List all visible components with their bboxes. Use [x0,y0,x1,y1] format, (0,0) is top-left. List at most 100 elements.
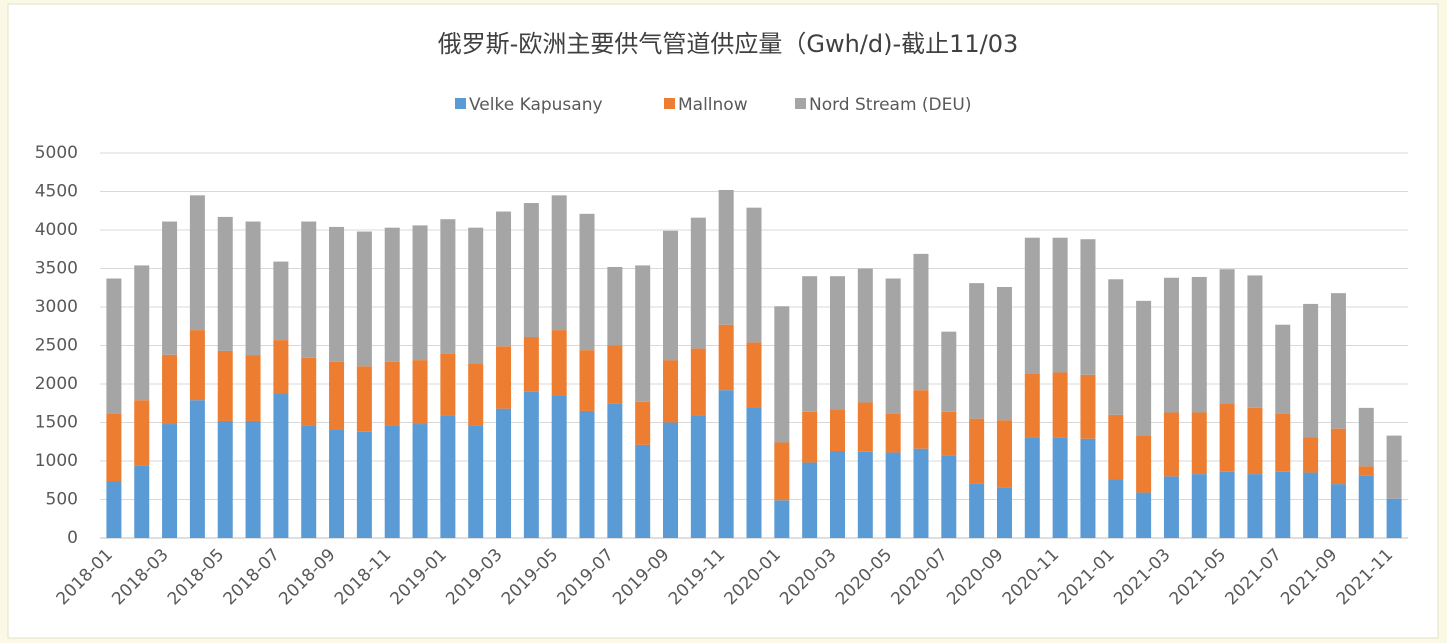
y-tick-label: 500 [46,490,78,510]
bar-segment [134,265,150,401]
y-tick-label: 5000 [35,143,78,163]
bar-segment [1080,438,1096,538]
bar-segment [440,415,456,538]
bar-segment [718,189,734,325]
bar-segment [913,253,929,391]
bar-segment [273,394,289,538]
bar-segment [635,444,651,538]
bar-segment [996,487,1012,538]
bar-segment [162,354,178,425]
bar-segment [1191,474,1207,538]
bar-segment [746,342,762,408]
bar-segment [356,231,372,367]
bar-segment [1247,275,1263,408]
bar-segment [969,283,985,419]
y-tick-label: 3500 [35,259,78,279]
bar-segment [217,216,233,351]
bar-segment [551,395,567,538]
bar-segment [468,227,484,364]
bar-segment [969,418,985,484]
bar-segment [1303,437,1319,473]
bar-segment [996,286,1012,421]
bar-segment [1080,239,1096,375]
bar-segment [829,450,845,538]
bar-segment [663,422,679,538]
bar-segment [690,415,706,538]
bar-segment [996,420,1012,488]
legend-swatch [455,98,466,109]
bar-segment [774,500,790,538]
bar-segment [551,195,567,331]
bar-segment [607,266,623,346]
bar-segment [913,390,929,449]
bar-segment [690,217,706,349]
y-tick-label: 1000 [35,451,78,471]
bar-segment [1108,279,1124,415]
bar-segment [329,226,345,362]
bar-segment [579,350,595,411]
bar-segment [718,324,734,391]
bar-segment [941,331,957,412]
bar-segment [774,442,790,501]
bar-segment [1330,428,1346,485]
bar-segment [1330,293,1346,429]
y-tick-label: 1500 [35,413,78,433]
bar-segment [885,413,901,453]
bar-segment [1080,374,1096,439]
bar-segment [1191,276,1207,413]
bar-segment [746,407,762,538]
bar-segment [496,211,512,347]
bar-segment [1108,479,1124,538]
bar-segment [1052,237,1068,373]
bar-segment [1108,414,1124,480]
bar-segment [1275,471,1291,538]
bar-segment [885,452,901,538]
bar-segment [635,401,651,445]
bar-segment [885,278,901,414]
legend-label: Velke Kapusany [469,95,603,115]
bar-segment [718,390,734,538]
bar-segment [969,483,985,538]
bar-segment [384,361,400,426]
bar-segment [1136,492,1152,538]
bar-segment [1303,472,1319,538]
legend-swatch [795,98,806,109]
bar-segment [1163,476,1179,538]
bar-segment [1191,412,1207,475]
bar-segment [913,448,929,538]
bar-segment [468,363,484,426]
bar-segment [1219,404,1235,472]
bar-segment [162,424,178,538]
bar-segment [106,278,122,414]
bar-segment [1358,407,1374,467]
bar-segment [245,221,261,356]
bar-segment [802,276,818,412]
bar-segment [1330,484,1346,538]
bar-segment [1163,412,1179,477]
bar-segment [412,360,428,425]
bar-segment [329,429,345,538]
bar-segment [440,353,456,416]
bar-segment [1358,466,1374,476]
bar-segment [1024,237,1040,374]
bar-segment [1163,277,1179,413]
bar-segment [1024,373,1040,438]
bar-segment [162,221,178,355]
bar-segment [802,462,818,538]
bar-segment [1219,471,1235,538]
bar-segment [1052,437,1068,538]
bar-segment [1386,498,1402,538]
bar-segment [134,465,150,538]
legend-label: Mallnow [678,95,748,115]
bar-segment [1275,413,1291,472]
bar-segment [551,330,567,396]
y-tick-label: 2500 [35,336,78,356]
bar-segment [273,261,289,341]
bar-segment [663,230,679,361]
bar-segment [1303,303,1319,438]
bar-segment [690,348,706,416]
bar-segment [523,337,539,392]
y-tick-label: 2000 [35,374,78,394]
bar-segment [273,340,289,395]
